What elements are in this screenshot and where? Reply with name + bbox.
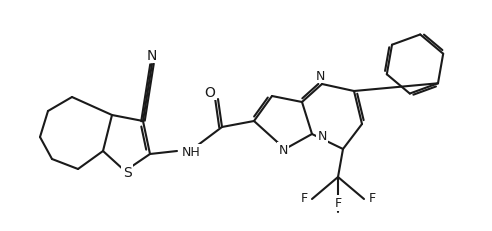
Text: F: F: [369, 192, 375, 205]
Text: S: S: [123, 165, 131, 179]
Text: S: S: [123, 165, 131, 179]
Text: N: N: [317, 129, 327, 142]
Text: N: N: [315, 69, 325, 82]
Text: N: N: [147, 49, 157, 63]
Text: N: N: [278, 144, 288, 157]
Text: O: O: [205, 86, 215, 100]
Text: F: F: [301, 192, 308, 205]
Text: NH: NH: [182, 146, 201, 159]
Text: F: F: [335, 197, 341, 210]
